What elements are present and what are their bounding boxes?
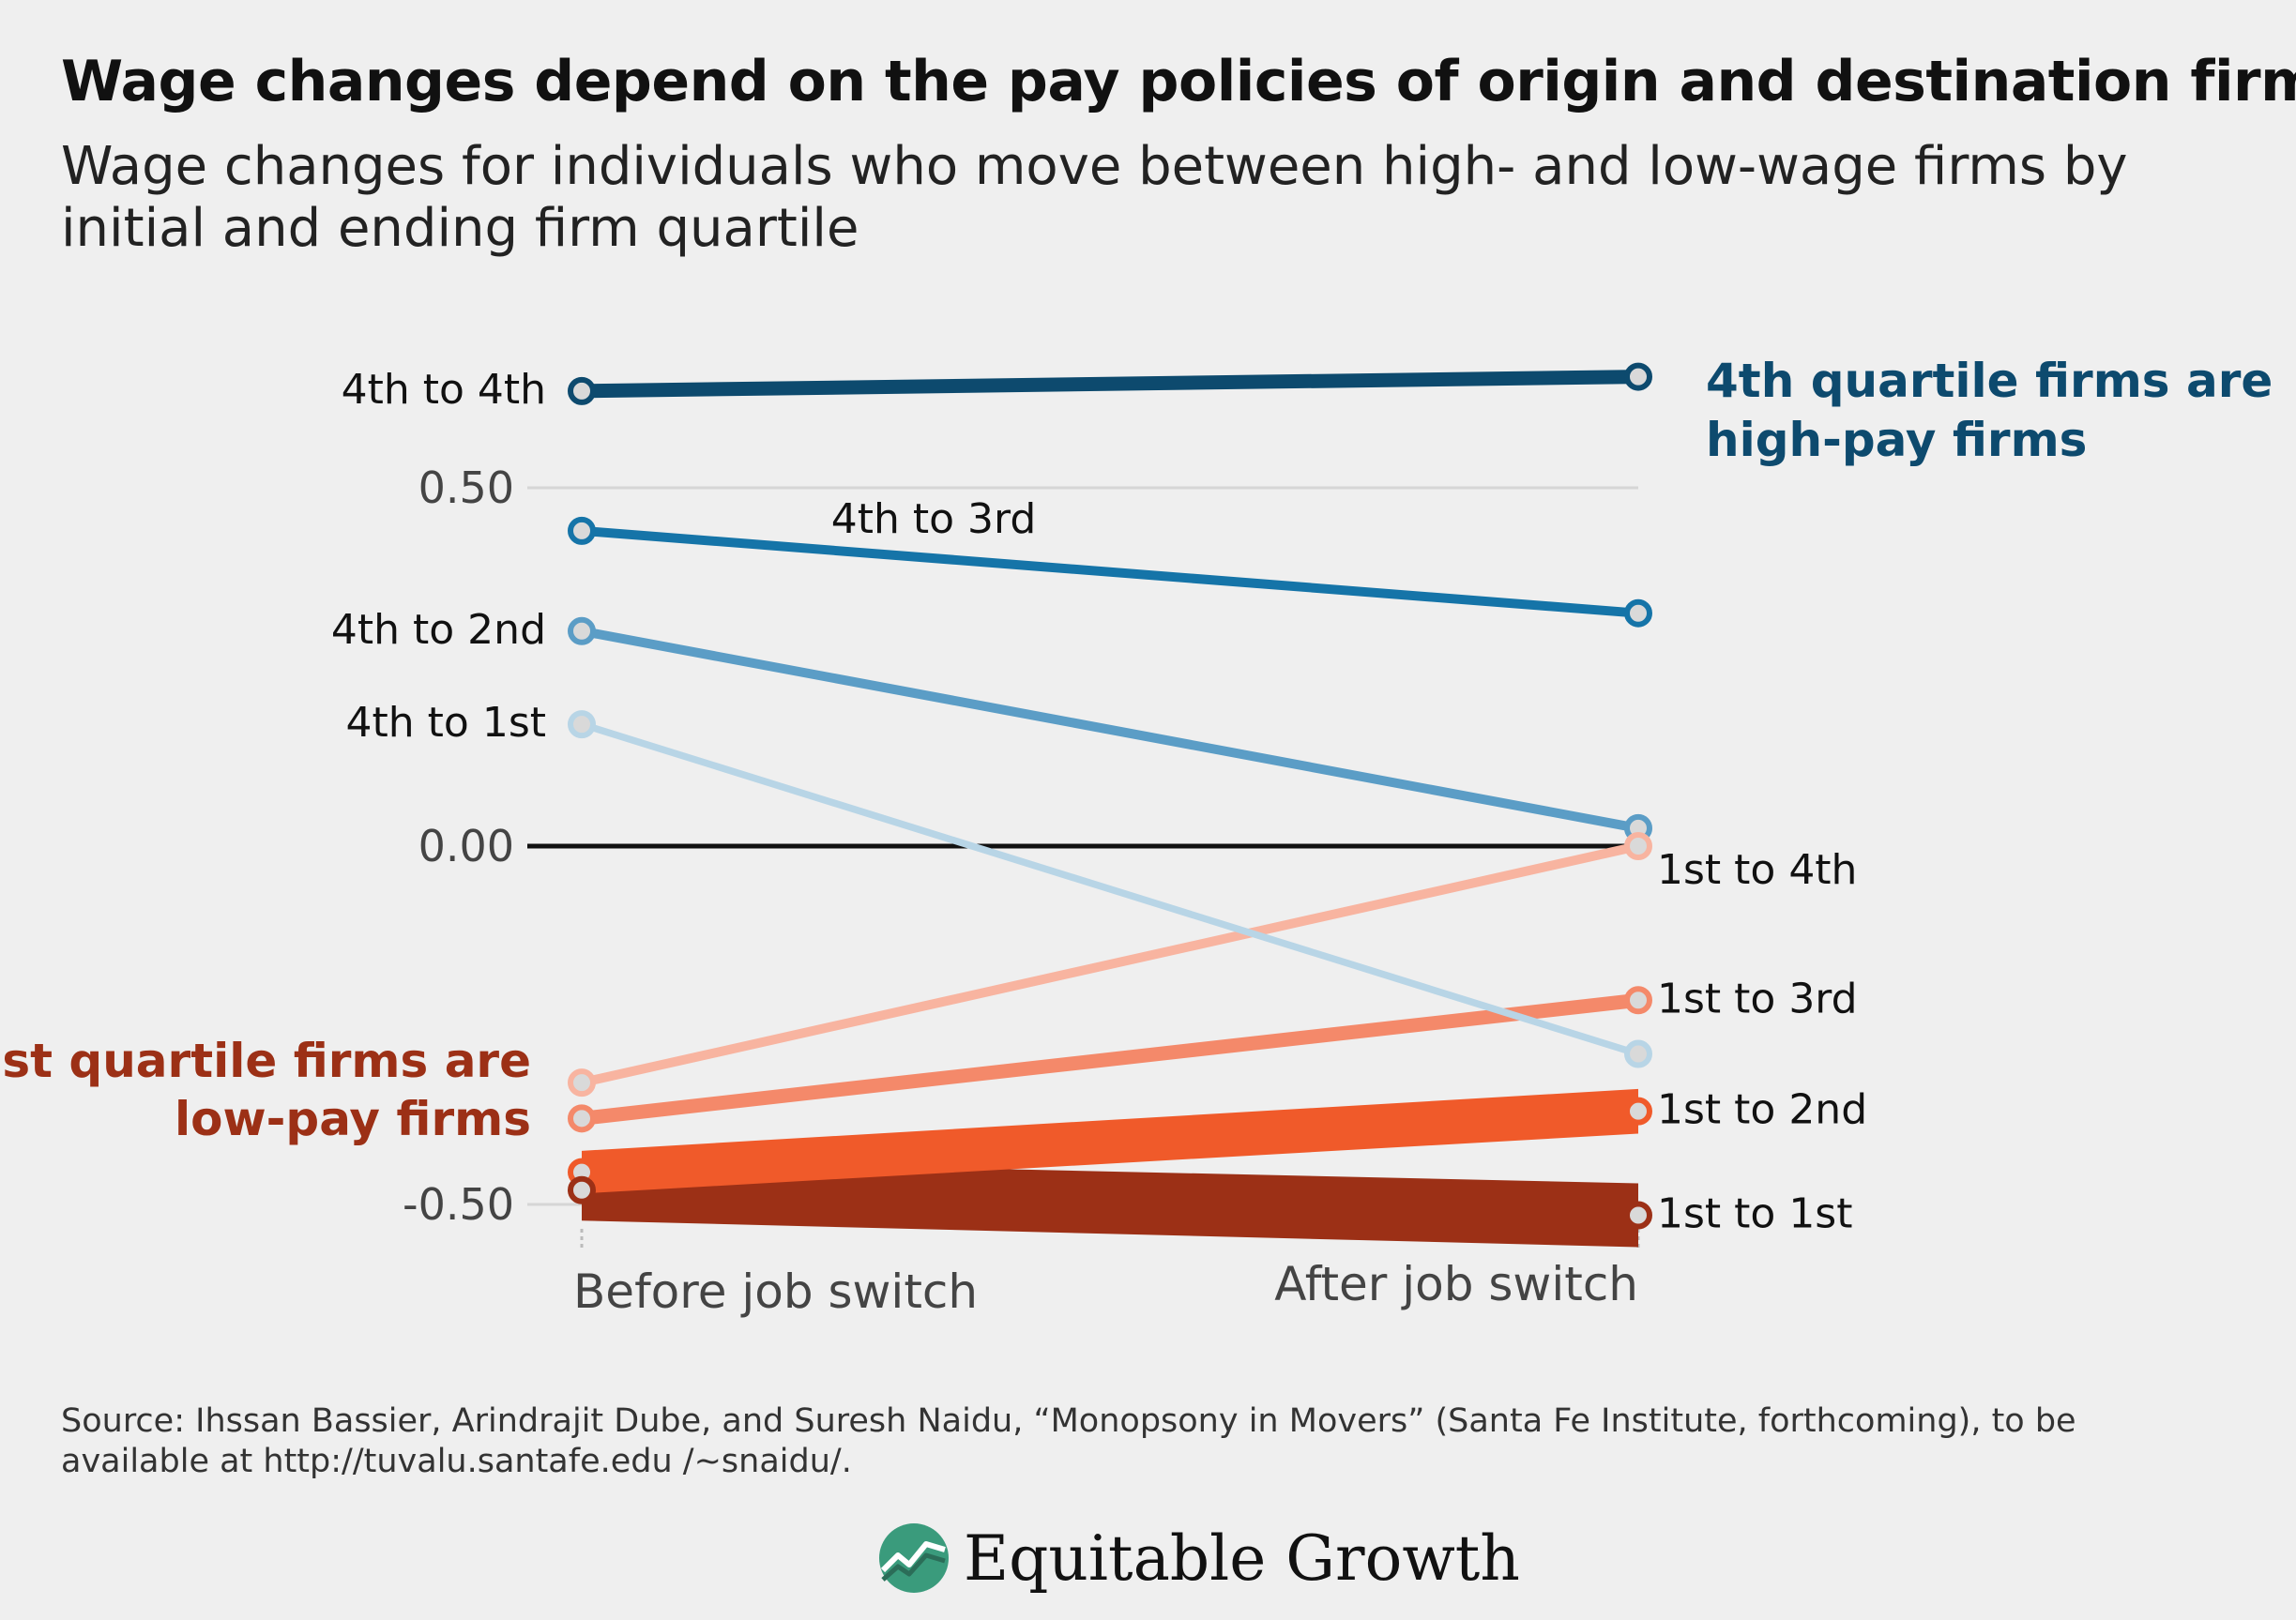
point-4th-to-4th <box>568 376 596 405</box>
y-tick-label: 0.50 <box>418 462 514 513</box>
point-4th-to-3rd <box>568 516 596 545</box>
source-note: Source: Ihssan Bassier, Arindrajit Dube,… <box>61 1402 2076 1480</box>
x-tick-label: After job switch <box>1274 1257 1638 1311</box>
series-label-1st-to-3rd: 1st to 3rd <box>1657 975 1858 1022</box>
point-1st-to-4th <box>568 1068 596 1098</box>
chart-title: Wage changes depend on the pay policies … <box>61 49 2296 114</box>
y-tick-label: -0.50 <box>403 1179 514 1230</box>
series-label-1st-to-4th: 1st to 4th <box>1657 846 1857 894</box>
point-1st-to-1st <box>1624 1201 1652 1230</box>
chart-subtitle: Wage changes for individuals who move be… <box>61 136 2128 259</box>
point-4th-to-1st <box>568 710 596 739</box>
series-label-4th-to-1st: 4th to 1st <box>346 699 546 747</box>
series-line-1st-to-3rd <box>581 992 1639 1126</box>
annotation-low-pay: 1st quartile firms are low-pay firms <box>0 1034 531 1146</box>
y-tick-label: 0.00 <box>418 821 514 871</box>
series-line-4th-to-2nd <box>581 626 1639 833</box>
series-label-4th-to-3rd: 4th to 3rd <box>831 495 1037 543</box>
series-band-1st-to-1st <box>582 1159 1638 1248</box>
point-1st-to-4th <box>1624 832 1652 860</box>
point-4th-to-1st <box>1624 1039 1652 1068</box>
series-line-4th-to-4th <box>581 370 1639 399</box>
logo-text: Equitable Growth <box>964 1522 1520 1595</box>
annotation-line: 4th quartile firms are <box>1706 354 2273 408</box>
brand-logo: Equitable Growth <box>877 1522 1520 1595</box>
annotation-line: high-pay firms <box>1706 413 2087 467</box>
point-1st-to-3rd <box>1624 986 1652 1015</box>
series-label-1st-to-1st: 1st to 1st <box>1657 1189 1852 1237</box>
series-label-4th-to-2nd: 4th to 2nd <box>331 606 546 654</box>
equitable-growth-logo-icon <box>879 1523 949 1593</box>
point-4th-to-3rd <box>1624 598 1652 628</box>
point-1st-to-3rd <box>568 1104 596 1133</box>
point-4th-to-4th <box>1624 362 1652 391</box>
annotation-line: low-pay firms <box>175 1092 531 1146</box>
series-line-1st-to-4th <box>580 841 1640 1087</box>
point-4th-to-2nd <box>568 616 596 645</box>
point-1st-to-2nd <box>1624 1097 1652 1126</box>
x-tick-label: Before job switch <box>573 1264 978 1319</box>
series-band-1st-to-2nd <box>582 1088 1638 1194</box>
series-label-1st-to-2nd: 1st to 2nd <box>1657 1086 1867 1134</box>
series-line-4th-to-3rd <box>581 525 1639 618</box>
point-1st-to-1st <box>568 1175 596 1204</box>
annotation-high-pay: 4th quartile firms are high-pay firms <box>1706 354 2273 467</box>
series-line-4th-to-1st <box>580 720 1640 1058</box>
series-label-4th-to-4th: 4th to 4th <box>342 366 546 414</box>
annotation-line: 1st quartile firms are <box>0 1034 531 1088</box>
